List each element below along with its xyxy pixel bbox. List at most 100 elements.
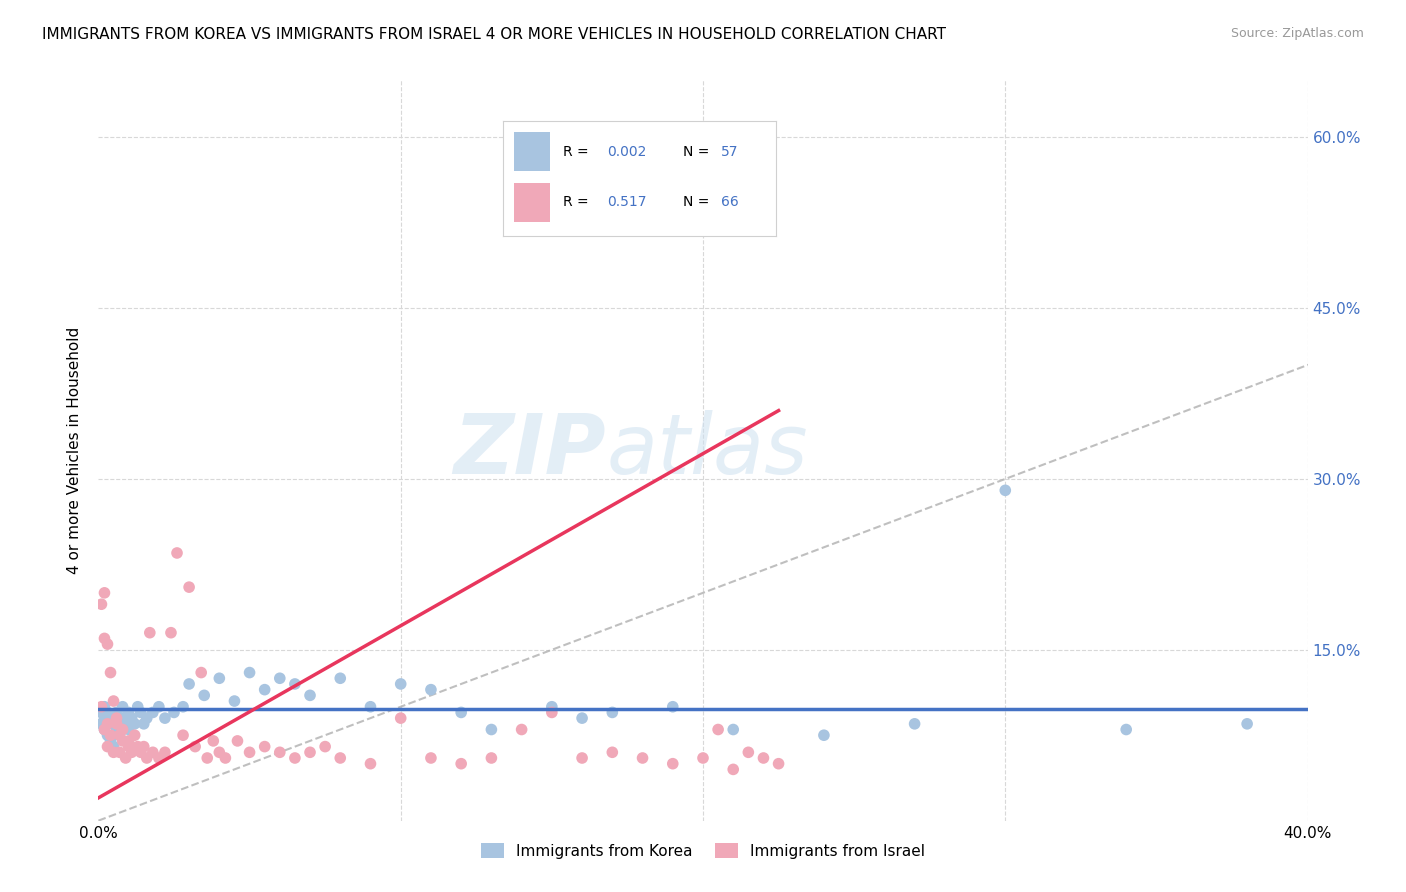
Point (124, 716, 146, 731)
Point (93, 711, 115, 725)
Point (481, 723, 503, 737)
Point (723, 723, 745, 737)
Point (103, 739, 125, 754)
Point (450, 706, 472, 720)
Point (105, 706, 128, 720)
Text: atlas: atlas (606, 410, 808, 491)
Point (360, 699, 382, 714)
Point (93, 723, 115, 737)
Point (111, 711, 134, 725)
Point (124, 728, 146, 742)
Point (172, 699, 194, 714)
Point (96, 706, 118, 720)
Point (193, 689, 215, 703)
Point (239, 665, 262, 680)
Point (111, 734, 134, 748)
Point (510, 723, 533, 737)
Point (571, 711, 593, 725)
Point (148, 699, 170, 714)
Point (1236, 716, 1258, 731)
Point (299, 745, 322, 759)
Point (602, 745, 624, 759)
Point (103, 716, 125, 731)
Point (239, 745, 262, 759)
Point (111, 699, 134, 714)
Point (114, 716, 136, 731)
Point (108, 716, 131, 731)
Point (208, 671, 231, 685)
Point (90, 699, 112, 714)
Point (118, 723, 141, 737)
Point (108, 745, 131, 759)
Point (269, 671, 291, 685)
Point (108, 728, 131, 742)
Point (100, 728, 122, 742)
Point (105, 716, 128, 731)
Point (202, 734, 225, 748)
Point (190, 665, 212, 680)
Point (127, 699, 149, 714)
Point (163, 706, 186, 720)
Legend: Immigrants from Korea, Immigrants from Israel: Immigrants from Korea, Immigrants from I… (475, 837, 931, 865)
Point (253, 682, 276, 697)
Point (284, 677, 307, 691)
Point (132, 739, 155, 754)
Point (184, 739, 207, 754)
Point (450, 756, 472, 771)
Point (108, 728, 131, 742)
Point (420, 682, 443, 697)
Y-axis label: 4 or more Vehicles in Household: 4 or more Vehicles in Household (67, 326, 83, 574)
Point (105, 723, 128, 737)
Point (93, 723, 115, 737)
Point (994, 483, 1017, 498)
Point (195, 751, 218, 765)
Point (118, 739, 141, 754)
Point (179, 580, 201, 594)
Point (103, 745, 125, 759)
Point (768, 756, 790, 771)
Point (602, 706, 624, 720)
Point (100, 711, 122, 725)
Point (166, 546, 188, 560)
Point (253, 739, 276, 754)
Point (127, 739, 149, 754)
Point (90, 716, 112, 731)
Point (96, 716, 118, 731)
Point (135, 751, 157, 765)
Point (661, 756, 683, 771)
Point (96, 739, 118, 754)
Point (269, 745, 291, 759)
Point (420, 751, 443, 765)
Point (314, 739, 336, 754)
Point (661, 699, 683, 714)
Point (142, 706, 165, 720)
Point (90, 706, 112, 720)
Point (329, 671, 352, 685)
Text: Source: ZipAtlas.com: Source: ZipAtlas.com (1230, 27, 1364, 40)
Point (707, 723, 730, 737)
Point (139, 625, 162, 640)
Point (114, 751, 136, 765)
Point (111, 723, 134, 737)
Text: IMMIGRANTS FROM KOREA VS IMMIGRANTS FROM ISRAEL 4 OR MORE VEHICLES IN HOUSEHOLD : IMMIGRANTS FROM KOREA VS IMMIGRANTS FROM… (42, 27, 946, 42)
Point (105, 711, 128, 725)
Point (100, 734, 122, 748)
Point (284, 751, 307, 765)
Point (153, 745, 176, 759)
Point (142, 745, 165, 759)
Point (129, 706, 152, 720)
Point (904, 716, 927, 731)
Point (226, 734, 249, 748)
Point (93, 699, 115, 714)
Point (813, 728, 835, 742)
Point (540, 699, 562, 714)
Point (214, 751, 236, 765)
Point (299, 689, 322, 703)
Point (129, 745, 152, 759)
Point (692, 751, 714, 765)
Point (1115, 723, 1137, 737)
Point (121, 745, 143, 759)
Point (160, 625, 183, 640)
Point (723, 763, 745, 777)
Point (93, 632, 115, 646)
